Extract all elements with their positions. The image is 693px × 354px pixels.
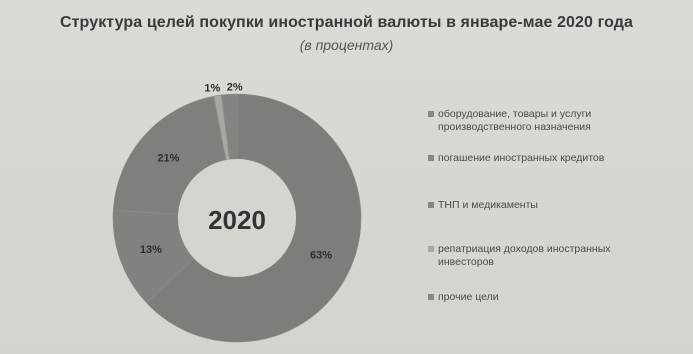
- slice-percent-label: 63%: [310, 249, 332, 261]
- slice-percent-label: 13%: [140, 244, 162, 256]
- legend-label: погашение иностранных кредитов: [438, 152, 605, 164]
- center-label: 2020: [208, 205, 266, 235]
- donut-hole: [178, 159, 296, 277]
- legend-label: прочие цели: [438, 291, 499, 303]
- legend-label: репатриация доходов иностранных инвестор…: [438, 243, 611, 268]
- legend-swatch: [428, 155, 434, 161]
- legend-swatch: [428, 111, 434, 117]
- legend-swatch: [428, 294, 434, 300]
- slice-percent-label: 2%: [227, 81, 243, 93]
- legend-swatch: [428, 202, 434, 208]
- slice-percent-label: 21%: [157, 152, 179, 164]
- legend-label: оборудование, товары и услуги производст…: [438, 108, 592, 133]
- chart-title: Структура целей покупки иностранной валю…: [59, 14, 634, 31]
- donut-slice: [146, 93, 362, 343]
- slice-percent-label: 1%: [204, 83, 220, 95]
- legend-label: ТНП и медикаменты: [438, 199, 538, 211]
- legend-swatch: [428, 246, 434, 252]
- chart-subtitle: (в процентах): [299, 37, 394, 53]
